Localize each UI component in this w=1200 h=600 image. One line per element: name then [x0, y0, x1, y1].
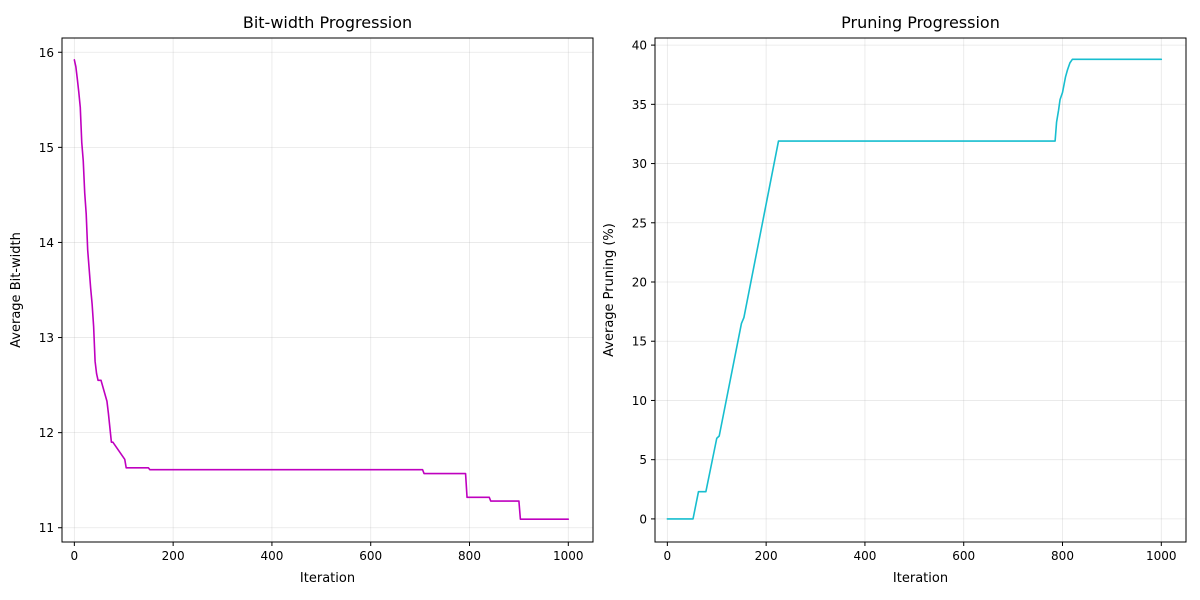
- bit-width-y-tick-label: 13: [39, 331, 54, 345]
- pruning-y-tick-label: 5: [639, 453, 647, 467]
- pruning-x-tick-label: 1000: [1146, 549, 1177, 563]
- bit-width-x-axis-label: Iteration: [300, 571, 355, 586]
- pruning-chart: 0 200 400 600 800 1000 0 5 10 15 20 25 30 35 40 Prunin…: [602, 13, 1187, 586]
- pruning-y-tick-label: 10: [632, 394, 647, 408]
- pruning-y-tick-label: 30: [632, 157, 647, 171]
- pruning-y-tick-label: 0: [639, 512, 647, 526]
- pruning-series: [666, 58, 1163, 520]
- bit-width-series-line: [73, 59, 570, 520]
- pruning-x-axis-label: Iteration: [893, 571, 948, 586]
- pruning-grid: [655, 38, 1186, 542]
- pruning-y-tick-label: 20: [632, 276, 647, 290]
- bit-width-axes-frame: [61, 37, 594, 543]
- pruning-x-tick-label: 400: [853, 549, 876, 563]
- bit-width-series: [73, 59, 570, 520]
- bit-width-x-tick-label: 400: [260, 549, 283, 563]
- bit-width-chart: 0 200 400 600 800 1000 11 12 13 14 15 16 Bit-width …: [9, 13, 594, 586]
- bit-width-y-tick-label: 15: [39, 141, 54, 155]
- bit-width-x-tick-label: 200: [162, 549, 185, 563]
- bit-width-y-axis-label: Average Bit-width: [9, 232, 24, 348]
- pruning-x-tick-label: 600: [952, 549, 975, 563]
- pruning-y-axis-label: Average Pruning (%): [602, 223, 617, 357]
- bit-width-x-tick-label: 600: [359, 549, 382, 563]
- pruning-ticks: 0 200 400 600 800 1000 0 5 10 15 20 25 30 35 40: [632, 39, 1177, 563]
- pruning-chart-title: Pruning Progression: [841, 13, 1000, 32]
- bit-width-y-tick-label: 16: [39, 46, 54, 60]
- bit-width-y-tick-label: 11: [39, 521, 54, 535]
- bit-width-y-tick-label: 14: [39, 236, 54, 250]
- pruning-x-tick-label: 0: [664, 549, 672, 563]
- pruning-y-tick-label: 35: [632, 98, 647, 112]
- pruning-axes-frame: [654, 37, 1187, 543]
- bit-width-x-tick-label: 1000: [553, 549, 584, 563]
- bit-width-chart-title: Bit-width Progression: [243, 13, 412, 32]
- bit-width-x-tick-label: 0: [71, 549, 79, 563]
- bit-width-ticks: 0 200 400 600 800 1000 11 12 13 14 15 16: [39, 46, 584, 563]
- pruning-y-tick-label: 40: [632, 39, 647, 53]
- pruning-y-tick-label: 15: [632, 335, 647, 349]
- bit-width-y-tick-label: 12: [39, 426, 54, 440]
- bit-width-grid: [62, 38, 593, 542]
- pruning-y-tick-label: 25: [632, 216, 647, 230]
- bit-width-x-tick-label: 800: [458, 549, 481, 563]
- pruning-series-line: [666, 58, 1163, 520]
- pruning-x-tick-label: 800: [1051, 549, 1074, 563]
- pruning-x-tick-label: 200: [755, 549, 778, 563]
